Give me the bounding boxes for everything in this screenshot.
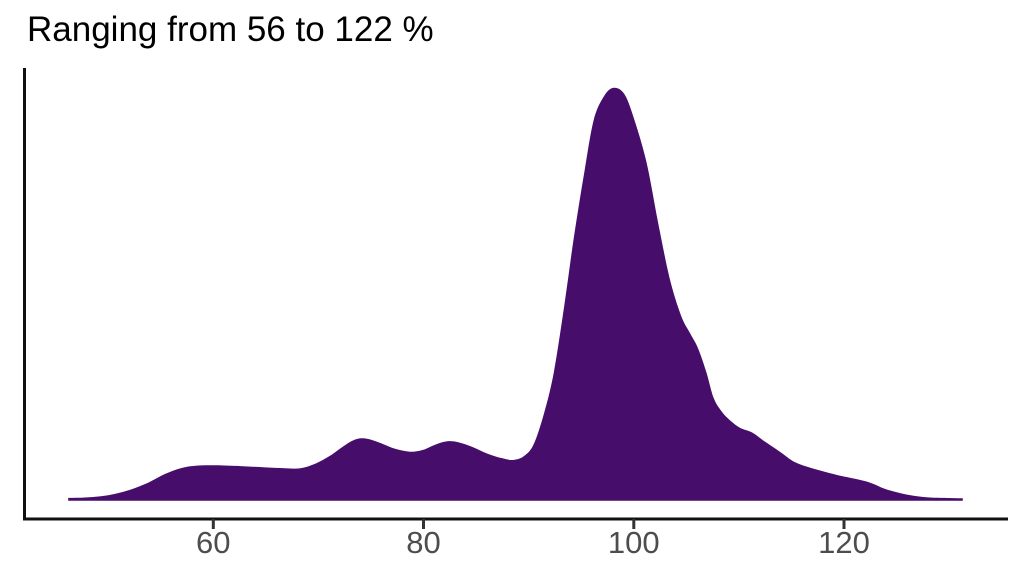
- x-axis-ticks: [211, 519, 846, 529]
- chart-title: Ranging from 56 to 122 %: [27, 10, 434, 49]
- density-area: [68, 87, 963, 501]
- x-axis-tick-label: 120: [818, 525, 870, 560]
- x-axis-tick-label: 80: [406, 525, 440, 560]
- x-axis-tick-label: 100: [608, 525, 660, 560]
- x-axis-tick-label: 60: [196, 525, 230, 560]
- x-axis-tick-labels: 60 80 100 120: [196, 525, 870, 560]
